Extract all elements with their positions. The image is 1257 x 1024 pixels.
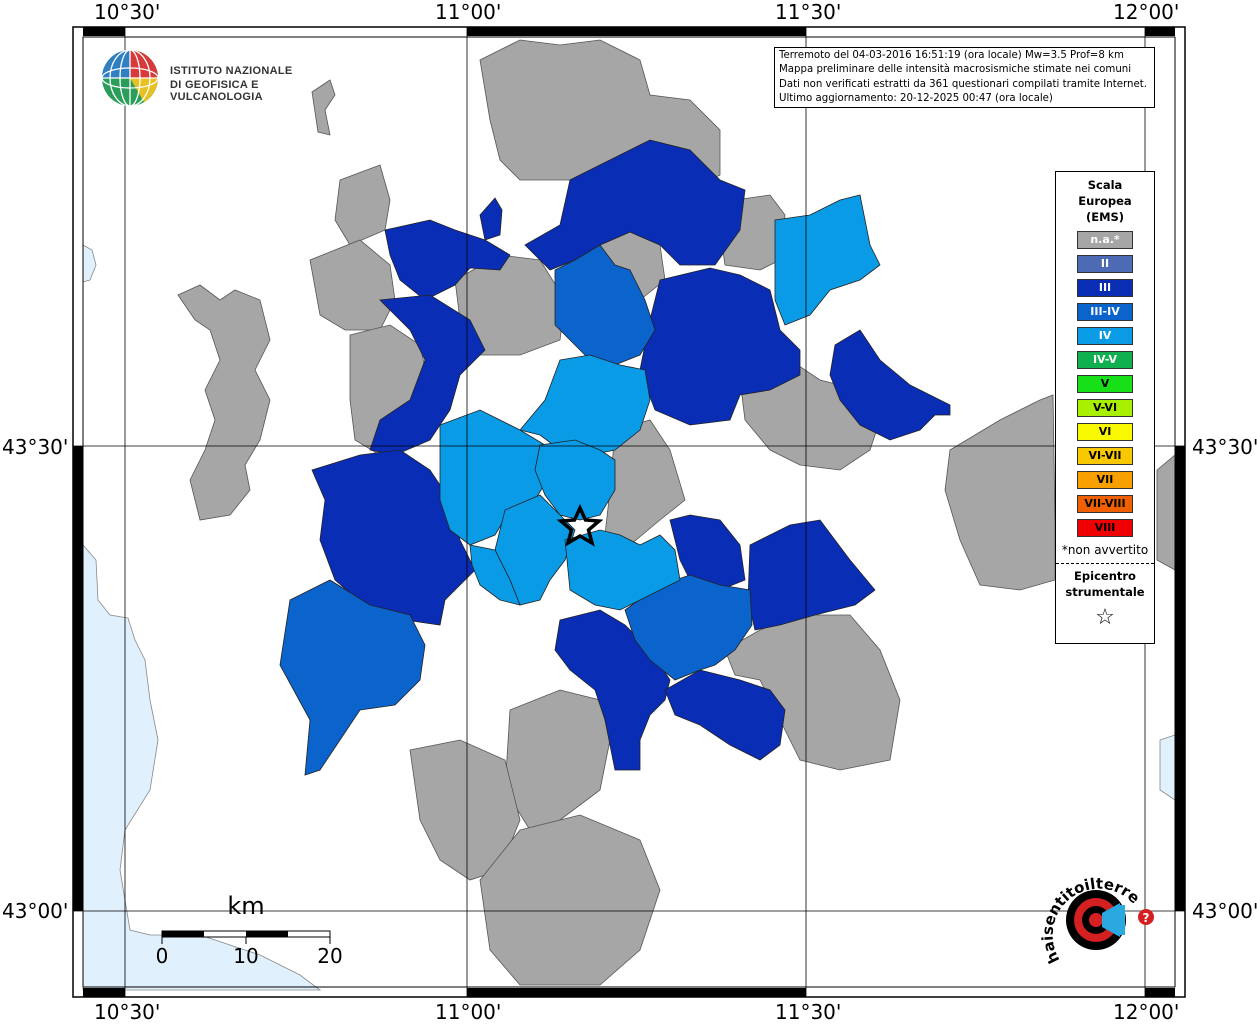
info-line-4: Ultimo aggiornamento: 20-12-2025 00:47 (… — [779, 93, 1053, 105]
legend-item-0: n.a.* — [1077, 231, 1133, 249]
lon-top-3: 11°30' — [775, 0, 842, 24]
legend-item-11: VII-VIII — [1077, 495, 1133, 513]
lon-bottom-4: 12°00' — [1113, 1000, 1180, 1024]
info-line-2: Mappa preliminare delle intensità macros… — [779, 64, 1132, 76]
legend-note: *non avvertito — [1061, 543, 1149, 557]
legend-title-3: (EMS) — [1085, 210, 1125, 224]
lon-bottom-2: 11°00' — [435, 1000, 502, 1024]
legend-items: n.a.* II III III-IV IV IV-V V V-VI VI VI-VII VII VI… — [1056, 231, 1154, 537]
scale-unit: km — [227, 892, 264, 920]
lat-right-1: 43°30' — [1192, 435, 1257, 459]
legend-item-10: VII — [1077, 471, 1133, 489]
legend-item-8: VI — [1077, 423, 1133, 441]
legend-item-5: IV-V — [1077, 351, 1133, 369]
legend-title: Scala Europea (EMS) — [1056, 177, 1154, 225]
info-line-3: Dati non verificati estratti da 361 ques… — [779, 78, 1147, 90]
event-info-box: Terremoto del 04-03-2016 16:51:19 (ora l… — [774, 47, 1155, 108]
lon-top-2: 11°00' — [435, 0, 502, 24]
sea-west-strip — [82, 244, 97, 283]
lat-right-2: 43°00' — [1192, 899, 1257, 923]
legend-item-12: VIII — [1077, 519, 1133, 537]
lon-top-1: 10°30' — [94, 0, 161, 24]
scale-label-20: 20 — [317, 944, 342, 968]
lon-top-4: 12°00' — [1113, 0, 1180, 24]
ingv-logo: ISTITUTO NAZIONALE DI GEOFISICA E VULCAN… — [100, 48, 320, 108]
star-icon: ☆ — [1095, 605, 1115, 630]
legend-separator — [1056, 563, 1154, 564]
legend-epi-2: strumentale — [1065, 585, 1145, 599]
legend-item-6: V — [1077, 375, 1133, 393]
lat-left-1: 43°30' — [2, 435, 69, 459]
ingv-name-2: DI GEOFISICA E VULCANOLOGIA — [170, 79, 263, 103]
legend-item-3: III-IV — [1077, 303, 1133, 321]
legend-item-2: III — [1077, 279, 1133, 297]
legend-item-1: II — [1077, 255, 1133, 273]
legend-item-9: VI-VII — [1077, 447, 1133, 465]
lon-bottom-3: 11°30' — [775, 1000, 842, 1024]
epicenter-star — [556, 503, 604, 547]
legend-item-4: IV — [1077, 327, 1133, 345]
info-line-1: Terremoto del 04-03-2016 16:51:19 (ora l… — [779, 50, 1124, 61]
legend-epi-1: Epicentro — [1074, 569, 1136, 583]
hsit-logo: haisentitoilterremoto.it ? — [1030, 851, 1156, 975]
ems-legend: Scala Europea (EMS) n.a.* II III III-IV IV IV… — [1055, 171, 1155, 644]
scale-bar: km 0 10 20 — [156, 892, 343, 968]
scale-label-10: 10 — [233, 944, 258, 968]
globe-icon — [101, 49, 159, 107]
scale-label-0: 0 — [156, 944, 169, 968]
megaphone-icon — [1102, 903, 1120, 937]
sea-right — [1159, 734, 1176, 801]
legend-title-1: Scala — [1087, 178, 1123, 192]
legend-title-2: Europea — [1078, 194, 1132, 208]
lat-left-2: 43°00' — [2, 899, 69, 923]
legend-epicenter-label: Epicentro strumentale — [1056, 568, 1154, 600]
lon-bottom-1: 10°30' — [94, 1000, 161, 1024]
svg-text:?: ? — [1143, 911, 1150, 925]
ingv-name-1: ISTITUTO NAZIONALE — [170, 65, 293, 77]
legend-item-7: V-VI — [1077, 399, 1133, 417]
sea-west — [82, 543, 322, 991]
